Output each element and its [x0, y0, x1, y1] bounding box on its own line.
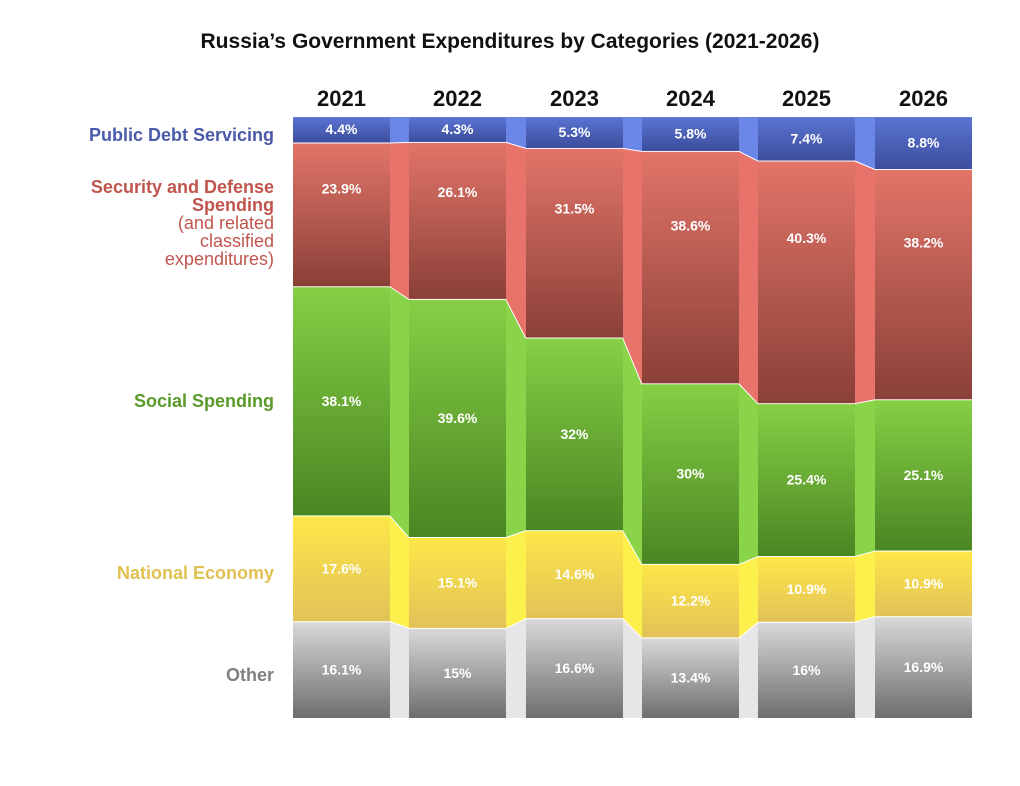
- bar-segment: [526, 619, 623, 718]
- label-subtext: (and related classified expenditures): [164, 213, 274, 269]
- data-label: 25.4%: [787, 472, 827, 488]
- bar-segment: [526, 531, 623, 619]
- category-label-social: Social Spending: [134, 392, 274, 410]
- bar-segment: [758, 623, 855, 718]
- data-label: 13.4%: [671, 670, 711, 686]
- data-label: 16.9%: [904, 659, 944, 675]
- data-label: 26.1%: [438, 184, 478, 200]
- bar-segment: [409, 629, 506, 718]
- year-label: 2025: [782, 86, 831, 111]
- category-label-national-economy: National Economy: [117, 564, 274, 582]
- category-label-public-debt: Public Debt Servicing: [89, 126, 274, 144]
- data-label: 4.3%: [442, 121, 474, 137]
- data-label: 39.6%: [438, 410, 478, 426]
- data-label: 16%: [792, 662, 821, 678]
- chart-title: Russia’s Government Expenditures by Cate…: [200, 30, 820, 53]
- bar-segment: [758, 162, 855, 404]
- data-label: 5.3%: [559, 124, 591, 140]
- bar-segment: [409, 143, 506, 299]
- category-label-security: Security and Defense Spending (and relate…: [74, 178, 274, 268]
- bar-segment: [875, 400, 972, 551]
- band-other: [293, 616, 972, 718]
- bar-segment: [409, 117, 506, 142]
- bar-segment: [409, 538, 506, 628]
- bar-segment: [758, 117, 855, 161]
- bar-segment: [758, 557, 855, 622]
- bar-segment: [875, 117, 972, 170]
- data-label: 15%: [443, 665, 472, 681]
- bar-segment: [526, 117, 623, 148]
- data-label: 14.6%: [555, 566, 595, 582]
- year-label: 2022: [433, 86, 482, 111]
- bar-segment: [642, 565, 739, 638]
- label-text: Other: [225, 665, 274, 685]
- bar-segment: [642, 638, 739, 718]
- bar-segment: [875, 617, 972, 718]
- bar-segment: [293, 516, 390, 622]
- data-label: 32%: [560, 426, 589, 442]
- bar-segment: [293, 622, 390, 718]
- data-label: 4.4%: [326, 121, 358, 137]
- bar-segment: [875, 170, 972, 400]
- bar-segment: [875, 551, 972, 617]
- bar-segment: [293, 117, 390, 143]
- data-label: 16.1%: [322, 662, 362, 678]
- data-label: 8.8%: [908, 135, 940, 151]
- data-label: 38.1%: [322, 393, 362, 409]
- data-label: 17.6%: [322, 560, 362, 576]
- year-label: 2023: [550, 86, 599, 111]
- bar-segment: [642, 152, 739, 384]
- label-text: Security and Defense Spending: [90, 177, 274, 215]
- data-label: 7.4%: [791, 130, 823, 146]
- bar-segment: [526, 339, 623, 531]
- label-text: Social Spending: [133, 391, 274, 411]
- band-boundary: [293, 140, 972, 171]
- data-label: 25.1%: [904, 467, 944, 483]
- data-label: 38.6%: [671, 217, 711, 233]
- data-label: 10.9%: [904, 575, 944, 591]
- data-label: 5.8%: [675, 125, 707, 141]
- category-label-other: Other: [226, 666, 274, 684]
- data-label: 15.1%: [438, 574, 478, 590]
- bar-segment: [293, 143, 390, 287]
- bar-segment: [526, 149, 623, 338]
- data-label: 12.2%: [671, 593, 711, 609]
- label-text: National Economy: [116, 563, 274, 583]
- data-label: 10.9%: [787, 581, 827, 597]
- bar-segment: [293, 287, 390, 516]
- year-label: 2021: [317, 86, 366, 111]
- data-label: 16.6%: [555, 660, 595, 676]
- year-label: 2024: [666, 86, 716, 111]
- year-label: 2026: [899, 86, 948, 111]
- data-label: 23.9%: [322, 180, 362, 196]
- data-label: 40.3%: [787, 230, 827, 246]
- data-label: 38.2%: [904, 235, 944, 251]
- data-label: 31.5%: [555, 201, 595, 217]
- label-text: Public Debt Servicing: [88, 125, 274, 145]
- bar-segment: [642, 384, 739, 564]
- bar-segment: [642, 117, 739, 151]
- data-label: 30%: [676, 466, 705, 482]
- bar-segment: [409, 300, 506, 537]
- bar-segment: [758, 404, 855, 557]
